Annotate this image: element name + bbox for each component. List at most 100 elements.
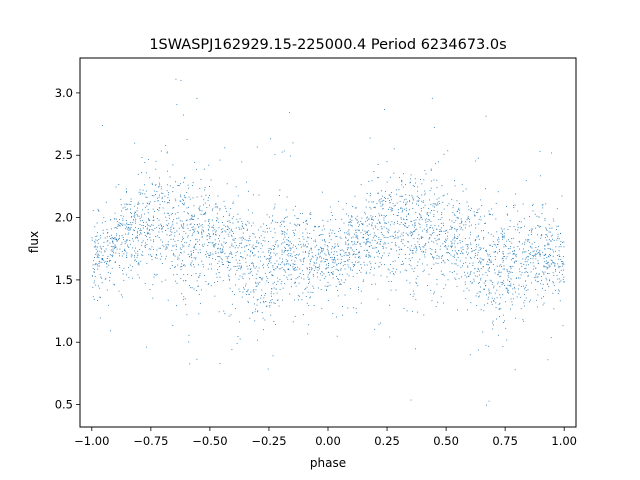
data-point xyxy=(298,268,300,270)
data-point xyxy=(132,221,134,223)
data-point xyxy=(204,202,206,204)
data-point xyxy=(409,182,411,184)
data-point xyxy=(417,285,419,287)
data-point xyxy=(418,222,420,224)
data-point xyxy=(526,261,528,263)
data-point xyxy=(399,177,401,178)
data-point xyxy=(353,253,355,254)
x-tick-label: −0.50 xyxy=(192,434,227,448)
data-point xyxy=(466,248,468,250)
data-point xyxy=(186,192,188,193)
data-point xyxy=(502,236,504,237)
data-point xyxy=(187,253,189,255)
data-point xyxy=(109,254,111,256)
data-point xyxy=(445,245,447,246)
data-point xyxy=(366,225,368,227)
data-point xyxy=(308,253,310,255)
data-point xyxy=(477,254,478,256)
data-point xyxy=(501,229,503,231)
data-point xyxy=(556,208,558,210)
data-point xyxy=(557,278,559,280)
data-point xyxy=(410,250,412,251)
data-point xyxy=(509,285,511,287)
data-point xyxy=(270,293,272,295)
data-point xyxy=(394,232,396,234)
data-point xyxy=(388,255,389,257)
data-point xyxy=(492,282,494,283)
data-point xyxy=(179,200,181,202)
data-point xyxy=(268,248,270,249)
data-point xyxy=(449,219,450,221)
data-point xyxy=(255,308,257,310)
data-point xyxy=(503,236,505,238)
data-point xyxy=(209,223,211,225)
data-point xyxy=(354,233,355,235)
data-point xyxy=(272,237,274,239)
data-point xyxy=(490,292,492,294)
data-point xyxy=(443,302,444,304)
data-point xyxy=(489,244,491,246)
data-point xyxy=(410,231,412,233)
data-point xyxy=(249,244,251,246)
data-point xyxy=(498,237,499,239)
data-point xyxy=(553,285,555,286)
data-point xyxy=(283,217,285,219)
data-point xyxy=(142,227,144,229)
data-point xyxy=(160,258,162,260)
data-point xyxy=(118,219,120,220)
data-point xyxy=(440,230,442,232)
data-point xyxy=(462,262,464,264)
data-point xyxy=(363,261,365,263)
data-point xyxy=(176,305,177,307)
data-point xyxy=(257,251,259,253)
data-point xyxy=(192,252,194,253)
y-tick-label: 2.5 xyxy=(55,148,73,162)
data-point xyxy=(414,222,416,224)
data-point xyxy=(362,280,364,282)
data-point xyxy=(450,254,452,256)
data-point xyxy=(227,225,228,227)
data-point xyxy=(144,184,146,186)
data-point xyxy=(117,220,119,222)
data-point xyxy=(273,208,275,210)
data-point xyxy=(194,247,195,249)
data-point xyxy=(504,256,505,257)
data-point xyxy=(219,362,221,364)
data-point xyxy=(313,275,314,277)
data-point xyxy=(546,268,548,270)
data-point xyxy=(205,254,206,255)
data-point xyxy=(174,266,176,267)
data-point xyxy=(483,310,485,312)
data-point xyxy=(234,284,236,286)
data-point xyxy=(291,243,293,245)
data-point xyxy=(507,253,509,255)
data-point xyxy=(420,217,422,219)
data-point xyxy=(119,225,121,227)
data-point xyxy=(479,295,480,297)
data-point xyxy=(303,222,304,223)
data-point xyxy=(489,213,491,215)
data-point xyxy=(347,230,349,232)
data-point xyxy=(373,232,375,234)
data-point xyxy=(480,309,482,311)
data-point xyxy=(443,230,445,232)
data-point xyxy=(327,262,329,264)
data-point xyxy=(344,268,346,270)
data-point xyxy=(170,214,172,216)
data-point xyxy=(305,251,306,253)
data-point xyxy=(277,277,278,279)
data-point xyxy=(499,265,500,267)
data-point xyxy=(394,230,396,232)
data-point xyxy=(183,114,185,116)
data-point xyxy=(489,261,491,263)
data-point xyxy=(95,246,97,248)
data-point xyxy=(287,268,289,270)
data-point xyxy=(371,222,373,224)
data-point xyxy=(357,221,359,223)
data-point xyxy=(270,249,272,250)
data-point xyxy=(303,314,305,316)
data-point xyxy=(181,266,183,267)
data-point xyxy=(544,255,546,256)
data-point xyxy=(271,273,273,275)
data-point xyxy=(370,215,372,217)
